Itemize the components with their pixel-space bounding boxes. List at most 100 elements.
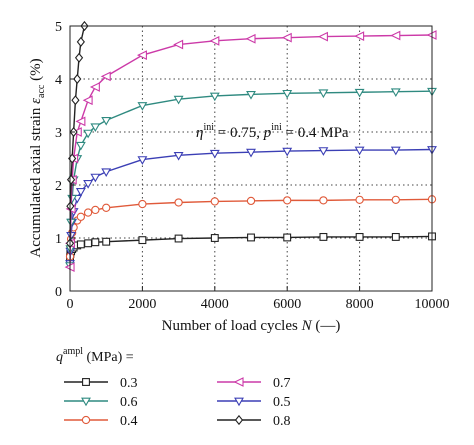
legend-item-0-5: 0.5 — [217, 395, 291, 410]
series-0-6-point — [101, 116, 112, 126]
x-tick-label: 4000 — [201, 297, 229, 312]
series-0-6 — [65, 87, 437, 271]
series-0-4-point — [83, 208, 93, 217]
legend-item-0-8: 0.8 — [217, 414, 291, 429]
series-0-3-point — [391, 232, 400, 241]
legend-item-0-6: 0.6 — [64, 395, 138, 410]
series-0-3-point — [138, 236, 147, 245]
series-0-5-point — [137, 156, 148, 165]
series-0-3 — [66, 232, 436, 262]
x-tick-label: 2000 — [128, 297, 156, 312]
series-0-4-point — [319, 196, 328, 205]
series-0-4-point — [91, 205, 100, 215]
series-0-3-point — [84, 239, 93, 248]
series-0-7-point — [82, 95, 93, 106]
series-0-5-point — [390, 146, 401, 156]
y-tick-label: 5 — [55, 20, 62, 35]
series-0-3-point — [76, 240, 85, 249]
series-0-4-point — [283, 196, 292, 205]
x-tick-label: 0 — [67, 297, 74, 312]
series-0-8-point — [71, 95, 80, 106]
series-0-3-point — [210, 234, 219, 242]
series-0-4-line — [69, 198, 433, 257]
x-tick-label: 8000 — [346, 297, 374, 312]
series-0-3-point — [102, 237, 111, 246]
series-0-3-point — [91, 238, 100, 247]
series-0-3-point — [174, 234, 183, 243]
series-0-7-point — [100, 71, 111, 82]
series-0-7-point — [89, 82, 100, 92]
legend-item-0-8-label: 0.8 — [273, 414, 291, 429]
x-tick-label: 6000 — [273, 297, 301, 312]
series-0-7-point — [75, 116, 86, 127]
series-0-6-point — [318, 89, 329, 99]
y-tick-label: 2 — [55, 179, 62, 194]
series-0-4-point — [355, 195, 364, 204]
series-0-7-point — [245, 33, 256, 44]
series-0-6-point — [137, 102, 148, 111]
y-tick-label: 1 — [55, 232, 62, 247]
series-0-4-point — [391, 195, 400, 204]
series-0-5-point — [173, 151, 184, 161]
legend-item-0-3-swatch-marker — [82, 378, 90, 386]
series-0-5-point — [209, 149, 220, 159]
y-axis-title: Accumulated axial strain εacc (%) — [28, 58, 47, 257]
series-0-5-point — [101, 168, 112, 178]
legend-item-0-3-label: 0.3 — [120, 376, 138, 391]
legend-item-0-4: 0.4 — [64, 414, 138, 429]
y-tick-label: 4 — [55, 73, 62, 88]
series-0-4-point — [138, 199, 147, 209]
series-layer — [64, 20, 437, 273]
series-0-7-point — [354, 31, 365, 41]
legend-item-0-7-swatch-marker — [233, 377, 244, 387]
series-0-5-point — [354, 146, 365, 156]
series-0-6-point — [246, 91, 256, 100]
legend-item-0-4-swatch-marker — [81, 415, 91, 425]
axis-ticks: 0 2000 4000 6000 8000 10000 0 1 2 3 4 5 — [55, 20, 450, 312]
series-0-8-point — [74, 52, 84, 63]
series-0-7-point — [281, 32, 292, 43]
legend-item-0-3: 0.3 — [64, 376, 138, 391]
series-0-7-point — [317, 31, 328, 42]
series-0-7-point — [136, 50, 147, 61]
legend-item-0-6-swatch-marker — [81, 397, 91, 407]
series-0-7-point — [209, 35, 220, 46]
series-0-4-point — [246, 196, 256, 206]
series-0-5-point — [318, 147, 329, 156]
legend-item-0-8-swatch-marker — [234, 414, 244, 426]
series-0-5-point — [282, 147, 293, 157]
legend-item-0-4-label: 0.4 — [120, 414, 138, 429]
series-0-7-point — [173, 39, 184, 50]
series-0-3-point — [283, 233, 292, 242]
series-0-6-point — [75, 141, 86, 151]
series-0-5-point — [90, 173, 101, 183]
series-0-5-point — [75, 188, 86, 197]
legend-item-0-7-label: 0.7 — [273, 376, 291, 391]
y-tick-label: 0 — [55, 285, 62, 300]
grid-lines — [70, 26, 432, 291]
series-0-8-point — [73, 73, 82, 85]
series-0-5-point — [246, 148, 256, 158]
series-0-3-point — [247, 233, 255, 242]
x-axis-title: Number of load cycles N (—) — [162, 318, 341, 334]
series-0-6-point — [83, 129, 94, 139]
series-0-4-point — [76, 212, 86, 221]
series-0-6-point — [390, 88, 401, 98]
series-0-5 — [65, 146, 437, 269]
series-0-8-point — [76, 36, 85, 47]
legend-title: qampl (MPa) = — [56, 346, 134, 365]
series-0-8-line — [69, 25, 86, 244]
series-0-6-point — [354, 88, 365, 98]
y-tick-label: 3 — [55, 126, 62, 141]
series-0-8-point — [66, 174, 76, 185]
legend-item-0-5-label: 0.5 — [273, 395, 291, 410]
legend-item-0-7: 0.7 — [217, 376, 291, 391]
series-0-4 — [65, 195, 437, 261]
series-0-7-point — [390, 30, 401, 41]
series-0-5-point — [83, 180, 94, 189]
series-0-4-point — [174, 198, 183, 207]
legend-item-0-5-swatch-marker — [234, 397, 244, 407]
plot-frame — [69, 25, 433, 292]
legend-item-0-6-label: 0.6 — [120, 395, 138, 410]
